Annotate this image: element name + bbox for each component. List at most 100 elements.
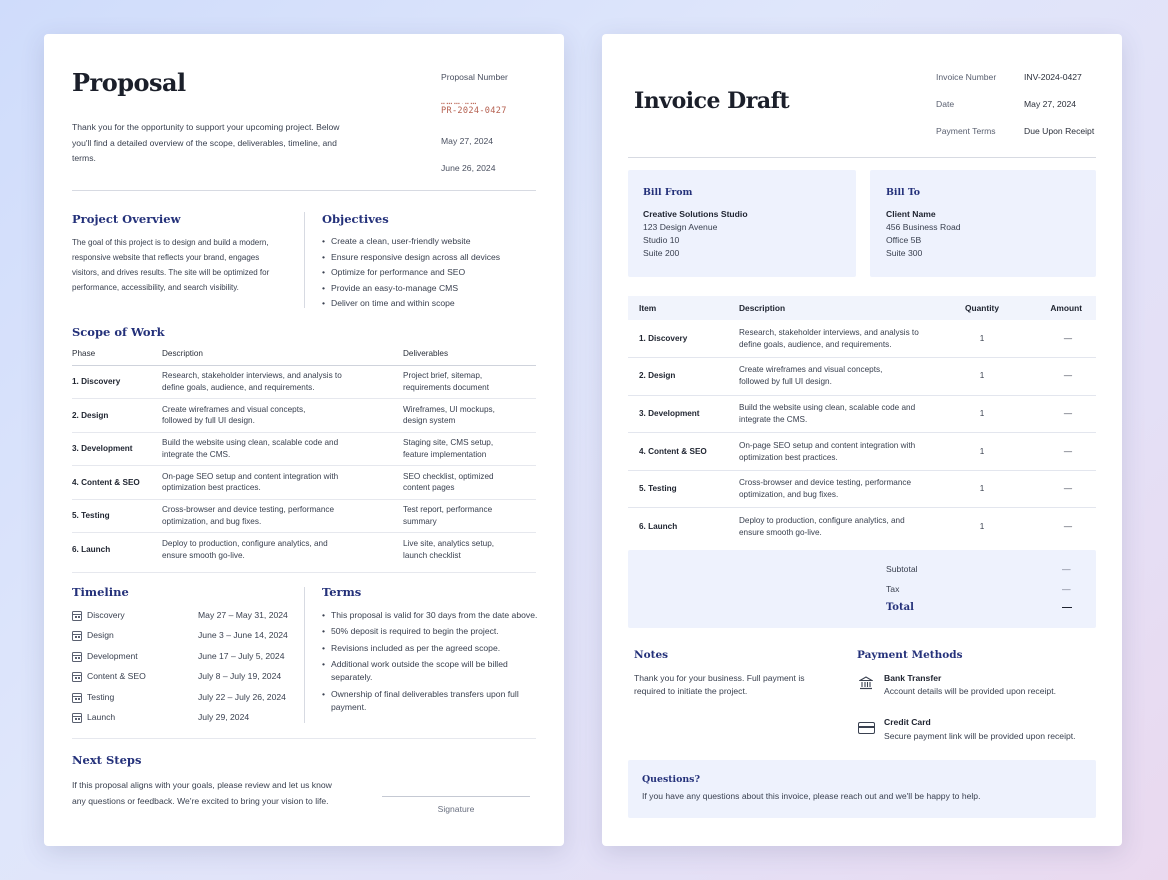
items-col-description: Description bbox=[728, 296, 938, 320]
invoice-date-value: May 27, 2024 bbox=[1024, 99, 1077, 109]
description-cell: Build the website using clean, scalable … bbox=[162, 432, 403, 466]
invoice-number-value: INV-2024-0427 bbox=[1024, 72, 1082, 82]
payment-methods-heading: Payment Methods bbox=[857, 649, 963, 661]
timeline-phase: Launch bbox=[87, 712, 116, 722]
description-text: Create wireframes and visual concepts, f… bbox=[739, 365, 883, 387]
timeline-item: Launch July 29, 2024 bbox=[72, 712, 292, 732]
amount-cell: — bbox=[1026, 320, 1096, 359]
quantity-cell: 1 bbox=[938, 357, 1026, 396]
phase-cell: 5. Testing bbox=[72, 499, 162, 533]
bill-to-panel: Bill To Client Name 456 Business Road Of… bbox=[870, 170, 1096, 277]
timeline-dates: June 17 – July 5, 2024 bbox=[198, 651, 285, 661]
invoice-number-label: Invoice Number bbox=[936, 72, 997, 82]
deliverables-text: SEO checklist, optimized content pages bbox=[403, 471, 494, 493]
payment-terms-label: Payment Terms bbox=[936, 126, 996, 136]
objective-item: Deliver on time and within scope bbox=[322, 296, 536, 312]
deliverables-cell: SEO checklist, optimized content pages bbox=[403, 465, 536, 500]
deliverables-cell: Wireframes, UI mockups, design system bbox=[403, 398, 536, 433]
divider bbox=[72, 190, 536, 191]
bill-from-heading: Bill From bbox=[643, 187, 693, 198]
timeline-item: Development June 17 – July 5, 2024 bbox=[72, 651, 292, 671]
subtotal-value: — bbox=[1062, 564, 1071, 574]
term-item: 50% deposit is required to begin the pro… bbox=[322, 625, 540, 638]
timeline-item: Content & SEO July 8 – July 19, 2024 bbox=[72, 671, 292, 691]
amount-cell: — bbox=[1026, 470, 1096, 509]
terms-heading: Terms bbox=[322, 585, 362, 599]
description-text: Cross-browser and device testing, perfor… bbox=[162, 505, 335, 526]
amount-cell: — bbox=[1026, 357, 1096, 396]
item-cell: 5. Testing bbox=[628, 470, 728, 509]
deliverables-cell: Staging site, CMS setup, feature impleme… bbox=[403, 432, 536, 466]
tax-value: — bbox=[1062, 584, 1071, 594]
overview-text: The goal of this project is to design an… bbox=[72, 238, 270, 292]
item-cell: 3. Development bbox=[628, 395, 728, 434]
item-cell: 2. Design bbox=[628, 357, 728, 396]
bill-from-line1: 123 Design Avenue bbox=[643, 222, 718, 232]
timeline-phase: Testing bbox=[87, 692, 115, 702]
timeline-heading: Timeline bbox=[72, 585, 129, 599]
terms-list: This proposal is valid for 30 days from … bbox=[322, 609, 540, 717]
proposal-date: May 27, 2024 bbox=[441, 136, 494, 146]
term-item: Revisions included as per the agreed sco… bbox=[322, 642, 540, 655]
questions-text: If you have any questions about this inv… bbox=[642, 791, 981, 801]
column-divider bbox=[304, 212, 305, 308]
timeline-phase: Design bbox=[87, 630, 114, 640]
description-text: Research, stakeholder interviews, and an… bbox=[162, 371, 342, 392]
quantity-cell: 1 bbox=[938, 432, 1026, 471]
proposal-page: Proposal Proposal Number ▪▪ ▪▪▪ ▪▪▪ · ▪▪… bbox=[44, 34, 564, 846]
item-cell: 1. Discovery bbox=[628, 320, 728, 359]
item-cell: 4. Content & SEO bbox=[628, 432, 728, 471]
term-text: Additional work outside the scope will b… bbox=[331, 659, 508, 683]
term-item: Ownership of final deliverables transfer… bbox=[322, 688, 540, 714]
proposal-intro: Thank you for the opportunity to support… bbox=[72, 122, 340, 164]
phase-cell: 2. Design bbox=[72, 398, 162, 433]
amount-cell: — bbox=[1026, 395, 1096, 434]
table-row: 3. Development Build the website using c… bbox=[72, 432, 536, 466]
total-value: — bbox=[1062, 602, 1072, 613]
deliverables-text: Project brief, sitemap, requirements doc… bbox=[403, 371, 490, 392]
proposal-number-value: PR-2024-0427 bbox=[441, 106, 507, 116]
calendar-icon bbox=[72, 713, 82, 723]
description-text: Research, stakeholder interviews, and an… bbox=[739, 327, 919, 349]
calendar-icon bbox=[72, 652, 82, 662]
timeline-dates: July 22 – July 26, 2024 bbox=[198, 692, 286, 702]
bank-icon bbox=[859, 676, 873, 690]
proposal-valid-until: June 26, 2024 bbox=[441, 163, 496, 173]
timeline-phase: Development bbox=[87, 651, 138, 661]
description-cell: Deploy to production, configure analytic… bbox=[728, 508, 938, 546]
objectives-list: Create a clean, user-friendly website En… bbox=[322, 234, 536, 312]
amount-cell: — bbox=[1063, 522, 1072, 532]
next-steps-text: If this proposal aligns with your goals,… bbox=[72, 780, 332, 806]
description-cell: Research, stakeholder interviews, and an… bbox=[728, 320, 938, 359]
credit-card-icon bbox=[858, 722, 875, 734]
divider bbox=[628, 157, 1096, 158]
scope-col-phase: Phase bbox=[72, 347, 162, 366]
timeline-phase: Content & SEO bbox=[87, 671, 146, 681]
description-cell: Deploy to production, configure analytic… bbox=[162, 533, 403, 567]
scope-header-row: Phase Description Deliverables bbox=[72, 347, 536, 366]
timeline-dates: July 8 – July 19, 2024 bbox=[198, 671, 282, 681]
description-text: Build the website using clean, scalable … bbox=[739, 402, 916, 424]
table-row: 1. Discovery Research, stakeholder inter… bbox=[72, 365, 536, 399]
scope-col-deliverables: Deliverables bbox=[403, 347, 536, 366]
timeline-dates: July 29, 2024 bbox=[198, 712, 250, 722]
objective-item: Create a clean, user-friendly website bbox=[322, 234, 536, 250]
deliverables-text: Test report, performance summary bbox=[403, 505, 493, 526]
description-cell: Build the website using clean, scalable … bbox=[728, 395, 938, 434]
bank-transfer-text: Account details will be provided upon re… bbox=[884, 686, 1056, 696]
description-text: Create wireframes and visual concepts, f… bbox=[162, 404, 306, 426]
description-cell: Create wireframes and visual concepts, f… bbox=[162, 398, 403, 433]
questions-heading: Questions? bbox=[642, 774, 700, 785]
table-row: 6. Launch Deploy to production, configur… bbox=[72, 533, 536, 567]
calendar-icon bbox=[72, 631, 82, 641]
table-row: 5. Testing Cross-browser and device test… bbox=[628, 470, 1096, 509]
quantity-cell: 1 bbox=[938, 320, 1026, 359]
phase-cell: 3. Development bbox=[72, 432, 162, 466]
notes-text: Thank you for your business. Full paymen… bbox=[634, 673, 805, 696]
bill-to-heading: Bill To bbox=[886, 187, 921, 198]
timeline-item: Discovery May 27 – May 31, 2024 bbox=[72, 610, 292, 630]
amount-cell: — bbox=[1026, 432, 1096, 471]
scope-col-description: Description bbox=[162, 347, 403, 366]
timeline-item: Testing July 22 – July 26, 2024 bbox=[72, 692, 292, 712]
divider bbox=[72, 738, 536, 739]
